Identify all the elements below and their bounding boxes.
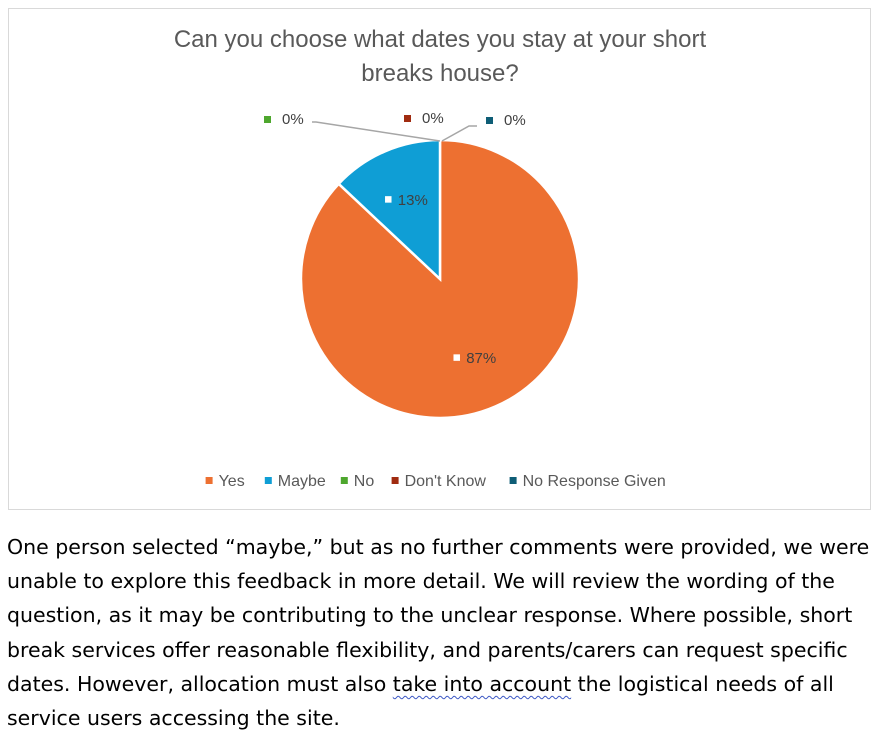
pie-chart-canvas: Can you choose what dates you stay at yo… <box>174 26 707 490</box>
legend-label: No Response Given <box>523 473 666 490</box>
data-label-text: 0% <box>504 112 526 129</box>
legend-swatch <box>340 477 348 484</box>
legend-item-yes: Yes <box>205 473 245 490</box>
paragraph-line-4: break services offer reasonable flexibil… <box>7 637 848 662</box>
data-label-yes: 87% <box>450 350 496 367</box>
body-paragraph: One person selected “maybe,” but as no f… <box>7 530 873 735</box>
legend-swatch <box>205 477 213 484</box>
data-label-marker <box>264 116 271 123</box>
data-label-marker <box>450 351 463 364</box>
paragraph-line-6: service users accessing the site. <box>7 706 340 731</box>
legend-item-don-t-know: Don't Know <box>391 473 487 490</box>
leader-line-no-response-given <box>441 125 477 142</box>
legend-swatch <box>391 477 399 484</box>
data-label-text: 13% <box>398 192 428 209</box>
legend-swatch <box>509 477 517 484</box>
paragraph-line-2: unable to explore this feedback in more … <box>7 569 835 594</box>
grammar-suggestion-underline[interactable]: take into account <box>392 671 572 696</box>
data-label-marker <box>486 117 493 124</box>
data-label-no-response-given: 0% <box>486 112 526 129</box>
data-label-don-t-know: 0% <box>404 110 444 127</box>
data-label-text: 0% <box>422 110 444 127</box>
data-label-marker <box>404 115 411 122</box>
data-label-maybe: 13% <box>382 192 428 209</box>
chart-title-line-1: Can you choose what dates you stay at yo… <box>174 26 707 53</box>
legend-item-no: No <box>340 473 375 490</box>
paragraph-line-5c: the logistical needs of all <box>571 671 834 696</box>
data-label-no: 0% <box>264 111 304 128</box>
leader-line-no <box>312 121 441 142</box>
legend-label: Maybe <box>278 473 326 490</box>
data-label-text: 0% <box>282 111 304 128</box>
data-label-text: 87% <box>466 350 496 367</box>
pie-chart: Can you choose what dates you stay at yo… <box>8 8 871 510</box>
paragraph-line-5a: dates. However, allocation must also <box>7 671 393 696</box>
legend-label: Yes <box>219 473 245 490</box>
legend-item-no-response-given: No Response Given <box>509 473 666 490</box>
legend-label: No <box>354 473 375 490</box>
paragraph-line-1: One person selected “maybe,” but as no f… <box>7 535 870 559</box>
legend-item-maybe: Maybe <box>264 473 326 490</box>
paragraph-line-3: question, as it may be contributing to t… <box>7 603 853 628</box>
legend-swatch <box>264 477 272 484</box>
legend-label: Don't Know <box>405 473 487 490</box>
data-label-marker <box>382 193 395 206</box>
chart-title-line-2: breaks house? <box>361 60 518 87</box>
